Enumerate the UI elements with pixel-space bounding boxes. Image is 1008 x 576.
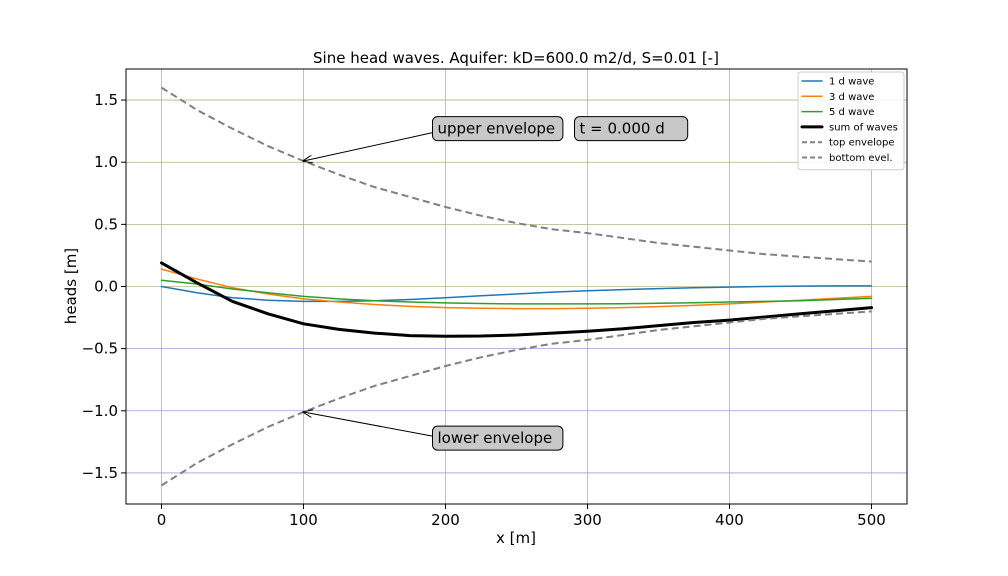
x-tick-label: 400 bbox=[715, 511, 744, 529]
legend-label: 1 d wave bbox=[829, 77, 874, 88]
x-tick-label: 300 bbox=[573, 511, 602, 529]
annotation-lower-envelope: lower envelope bbox=[304, 412, 564, 451]
annotation-arrow bbox=[304, 412, 433, 437]
annotation-arrow bbox=[304, 132, 433, 161]
annotation-text: upper envelope bbox=[438, 120, 556, 138]
y-tick-label: 0.5 bbox=[94, 215, 118, 233]
legend: 1 d wave 3 d wave 5 d wave sum of waves to… bbox=[797, 71, 905, 171]
annotation-box bbox=[432, 116, 564, 142]
legend-label: 5 d wave bbox=[829, 107, 874, 118]
annotation-box bbox=[574, 116, 689, 142]
ticks: 0 100 200 300 400 500 −1.5 −1.0 −0.5 0.0 0.5 1.0 1.5 bbox=[82, 91, 886, 529]
y-tick-label: 1.5 bbox=[94, 91, 118, 109]
series-line-bottom-evel- bbox=[160, 310, 872, 487]
x-tick-label: 0 bbox=[157, 511, 167, 529]
annotation-upper-envelope: upper envelope bbox=[304, 116, 564, 161]
legend-label: top envelope bbox=[829, 138, 895, 149]
x-axis-label: x [m] bbox=[496, 529, 536, 547]
legend-label: 3 d wave bbox=[829, 92, 874, 103]
series-line-3-d-wave bbox=[160, 268, 873, 310]
annotation-box bbox=[432, 425, 564, 451]
y-tick-label: −1.5 bbox=[82, 464, 118, 482]
chart-title: Sine head waves. Aquifer: kD=600.0 m2/d,… bbox=[313, 49, 719, 67]
x-tick-label: 100 bbox=[289, 511, 318, 529]
series-layer bbox=[160, 86, 873, 487]
annotation-text: lower envelope bbox=[438, 429, 553, 447]
series-line-top-envelope bbox=[160, 86, 872, 263]
y-tick-label: 1.0 bbox=[94, 153, 118, 171]
y-axis-label: heads [m] bbox=[62, 248, 80, 324]
x-tick-label: 500 bbox=[857, 511, 886, 529]
y-tick-label: 0.0 bbox=[94, 278, 118, 296]
legend-label: sum of waves bbox=[829, 122, 898, 133]
annotations: upper envelope lower envelope t = 0.000 d bbox=[304, 116, 689, 451]
x-tick-label: 200 bbox=[431, 511, 460, 529]
annotation-time: t = 0.000 d bbox=[574, 116, 689, 142]
series-line-5-d-wave bbox=[160, 279, 873, 305]
legend-label: bottom evel. bbox=[829, 153, 893, 164]
series-line-1-d-wave bbox=[160, 285, 873, 303]
y-tick-label: −0.5 bbox=[82, 340, 118, 358]
legend-box bbox=[797, 71, 905, 171]
series-line-sum-of-waves bbox=[160, 261, 873, 338]
annotation-text: t = 0.000 d bbox=[580, 120, 665, 138]
y-tick-label: −1.0 bbox=[82, 402, 118, 420]
